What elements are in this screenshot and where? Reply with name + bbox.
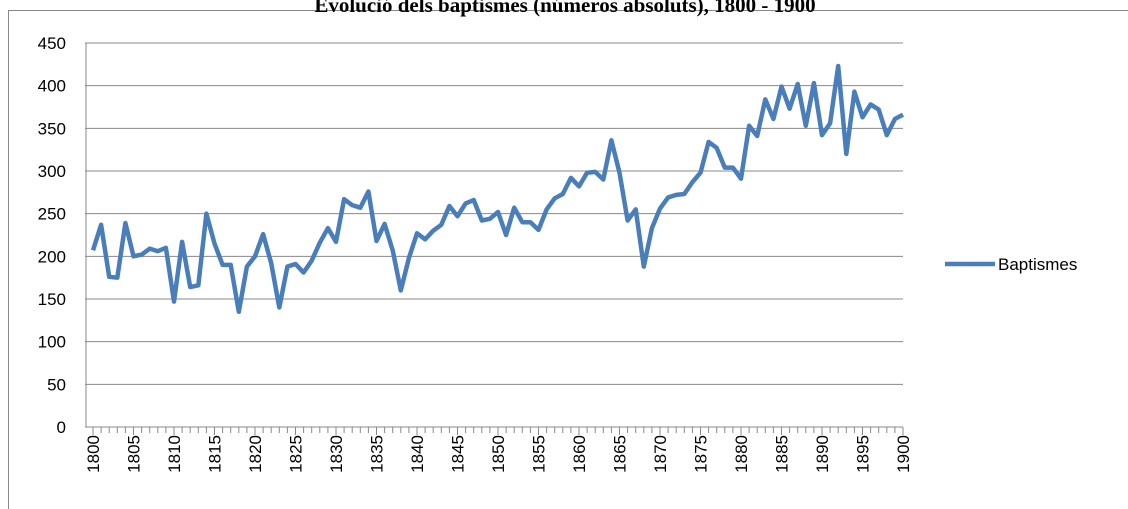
x-tick-label: 1875 (692, 435, 711, 473)
y-tick-label: 50 (47, 375, 66, 394)
y-tick-label: 250 (38, 205, 66, 224)
x-tick-label: 1810 (165, 435, 184, 473)
legend-label: Baptismes (998, 255, 1077, 274)
x-tick-label: 1890 (813, 435, 832, 473)
x-tick-label: 1865 (611, 435, 630, 473)
y-tick-label: 100 (38, 333, 66, 352)
x-tick-label: 1870 (651, 435, 670, 473)
data-line (90, 63, 905, 315)
chart-frame (8, 10, 1128, 509)
x-tick-label: 1820 (246, 435, 265, 473)
y-tick-label: 350 (38, 119, 66, 138)
x-tick-label: 1900 (894, 435, 913, 473)
x-tick-label: 1855 (530, 435, 549, 473)
x-tick-label: 1830 (327, 435, 346, 473)
x-tick-label: 1895 (854, 435, 873, 473)
x-tick-label: 1825 (287, 435, 306, 473)
x-tick-label: 1860 (570, 435, 589, 473)
y-tick-label: 0 (57, 418, 66, 437)
y-tick-label: 450 (38, 34, 66, 53)
x-tick-label: 1815 (206, 435, 225, 473)
x-tick-label: 1850 (489, 435, 508, 473)
x-tick-label: 1885 (773, 435, 792, 473)
y-tick-label: 300 (38, 162, 66, 181)
x-tick-label: 1800 (84, 435, 103, 473)
y-tick-label: 400 (38, 77, 66, 96)
y-tick-label: 200 (38, 247, 66, 266)
x-tick-label: 1840 (408, 435, 427, 473)
x-tick-label: 1835 (368, 435, 387, 473)
x-tick-label: 1845 (449, 435, 468, 473)
x-tick-label: 1880 (732, 435, 751, 473)
chart-title: Evolució dels baptismes (números absolut… (314, 0, 815, 17)
y-tick-label: 150 (38, 290, 66, 309)
x-tick-label: 1805 (125, 435, 144, 473)
